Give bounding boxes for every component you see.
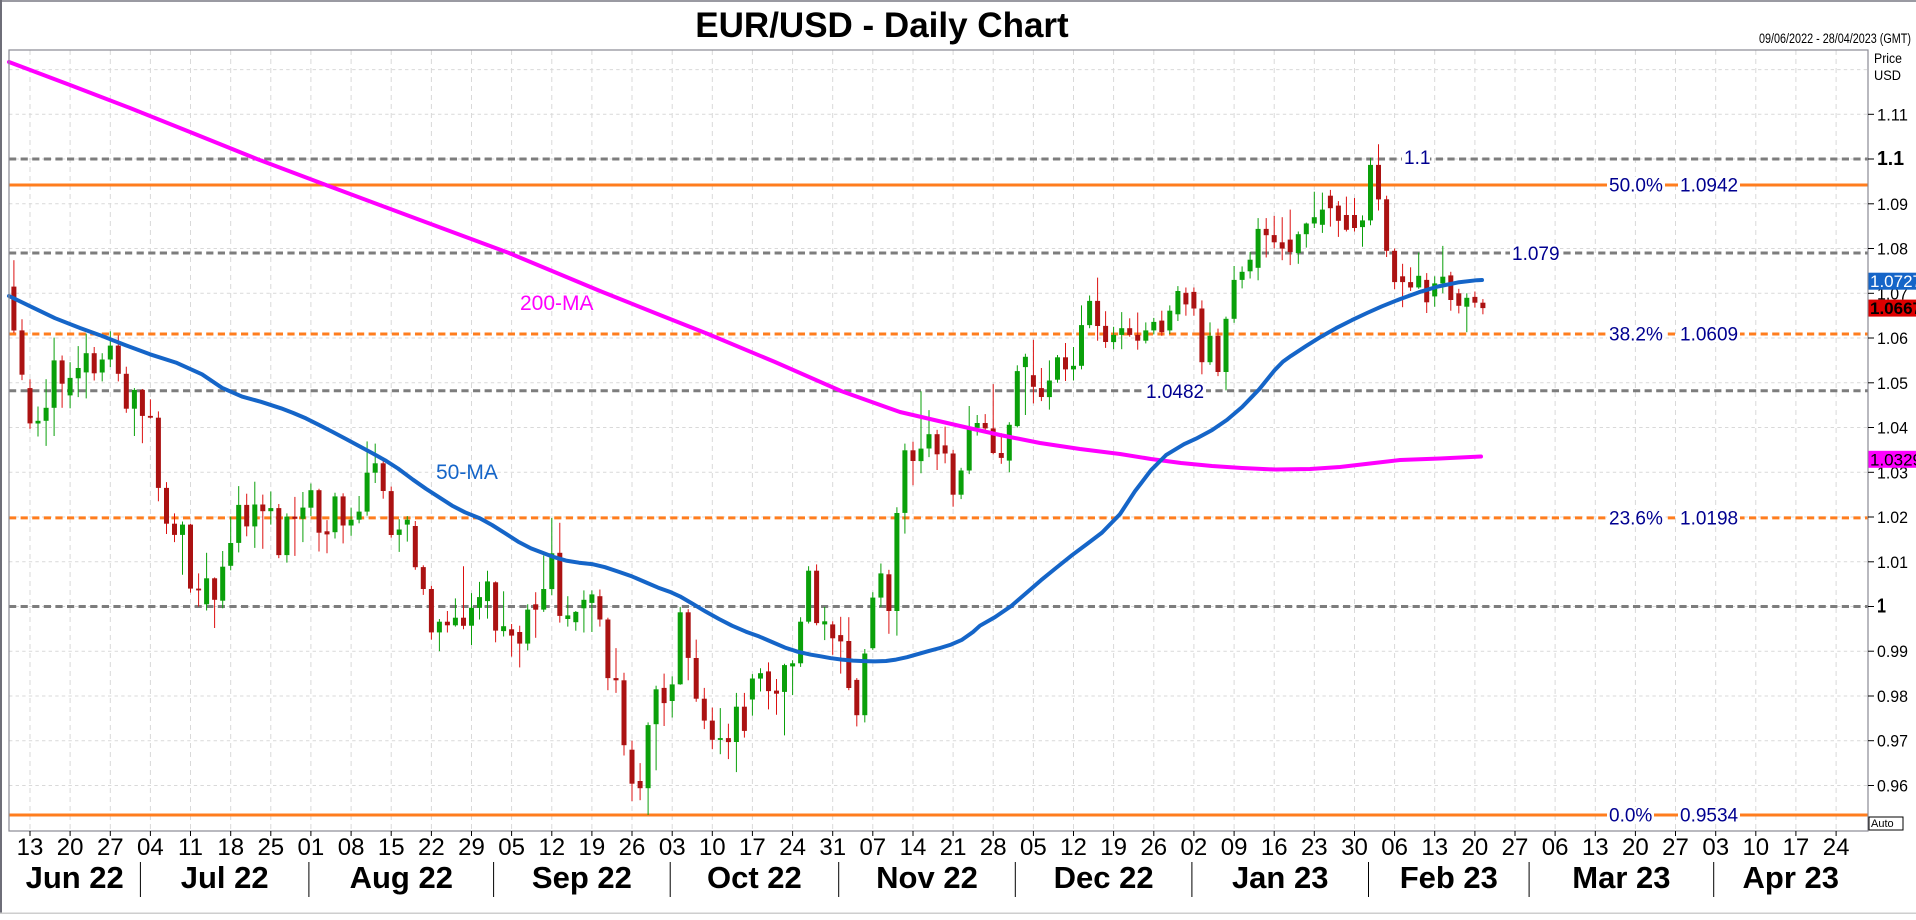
svg-text:23: 23 xyxy=(1301,834,1328,861)
svg-text:1.01: 1.01 xyxy=(1877,553,1908,572)
svg-text:05: 05 xyxy=(1020,834,1047,861)
svg-text:Price: Price xyxy=(1874,50,1902,66)
svg-text:09: 09 xyxy=(1221,834,1248,861)
svg-text:Dec 22: Dec 22 xyxy=(1054,860,1154,895)
svg-text:0.0%: 0.0% xyxy=(1609,806,1652,827)
svg-text:0.96: 0.96 xyxy=(1877,777,1908,796)
svg-text:07: 07 xyxy=(859,834,886,861)
svg-text:1.0329: 1.0329 xyxy=(1870,450,1916,469)
svg-text:27: 27 xyxy=(1662,834,1689,861)
svg-text:26: 26 xyxy=(1140,834,1167,861)
svg-text:1.0942: 1.0942 xyxy=(1680,176,1738,197)
svg-text:Feb 23: Feb 23 xyxy=(1400,860,1498,895)
svg-text:05: 05 xyxy=(498,834,525,861)
svg-text:19: 19 xyxy=(579,834,606,861)
svg-text:10: 10 xyxy=(1742,834,1769,861)
svg-text:20: 20 xyxy=(1622,834,1649,861)
svg-text:50.0%: 50.0% xyxy=(1609,176,1663,197)
svg-text:1.0667: 1.0667 xyxy=(1870,299,1916,318)
svg-text:16: 16 xyxy=(1261,834,1288,861)
svg-text:17: 17 xyxy=(1783,834,1810,861)
svg-text:1.0727: 1.0727 xyxy=(1870,272,1916,291)
svg-text:11: 11 xyxy=(178,834,203,861)
svg-text:0.9534: 0.9534 xyxy=(1680,806,1739,827)
svg-text:13: 13 xyxy=(1421,834,1448,861)
svg-text:09/06/2022 - 28/04/2023 (GMT): 09/06/2022 - 28/04/2023 (GMT) xyxy=(1759,31,1911,46)
svg-text:Nov 22: Nov 22 xyxy=(876,860,978,895)
svg-text:Aug 22: Aug 22 xyxy=(350,860,453,895)
svg-text:25: 25 xyxy=(257,834,284,861)
svg-text:200-MA: 200-MA xyxy=(520,292,594,315)
svg-text:12: 12 xyxy=(538,834,565,861)
svg-text:06: 06 xyxy=(1381,834,1408,861)
svg-text:38.2%: 38.2% xyxy=(1609,325,1663,346)
svg-text:14: 14 xyxy=(900,834,927,861)
svg-text:15: 15 xyxy=(378,834,405,861)
svg-text:08: 08 xyxy=(338,834,365,861)
svg-text:1.04: 1.04 xyxy=(1877,419,1908,438)
svg-text:29: 29 xyxy=(458,834,485,861)
svg-text:13: 13 xyxy=(1582,834,1609,861)
svg-text:1.1: 1.1 xyxy=(1404,148,1430,169)
svg-text:20: 20 xyxy=(1462,834,1489,861)
svg-text:1.0482: 1.0482 xyxy=(1146,382,1204,403)
svg-text:Mar 23: Mar 23 xyxy=(1572,860,1670,895)
svg-text:EUR/USD - Daily Chart: EUR/USD - Daily Chart xyxy=(695,6,1069,45)
svg-text:USD: USD xyxy=(1874,67,1901,83)
svg-text:23.6%: 23.6% xyxy=(1609,508,1663,529)
svg-text:03: 03 xyxy=(659,834,686,861)
svg-text:1.09: 1.09 xyxy=(1877,195,1908,214)
svg-text:1.06: 1.06 xyxy=(1877,329,1908,348)
svg-text:1.079: 1.079 xyxy=(1512,244,1560,265)
svg-text:24: 24 xyxy=(779,834,806,861)
svg-text:21: 21 xyxy=(940,834,967,861)
svg-text:Jun 22: Jun 22 xyxy=(26,860,124,895)
svg-text:Jul 22: Jul 22 xyxy=(181,860,269,895)
svg-text:Sep 22: Sep 22 xyxy=(532,860,632,895)
svg-text:12: 12 xyxy=(1060,834,1087,861)
svg-text:06: 06 xyxy=(1542,834,1569,861)
svg-text:1.02: 1.02 xyxy=(1877,508,1908,527)
svg-text:19: 19 xyxy=(1100,834,1127,861)
svg-text:1.1: 1.1 xyxy=(1877,148,1904,170)
svg-text:18: 18 xyxy=(217,834,244,861)
svg-text:01: 01 xyxy=(298,834,325,861)
svg-text:1.0609: 1.0609 xyxy=(1680,325,1738,346)
svg-text:0.97: 0.97 xyxy=(1877,732,1908,751)
svg-text:50-MA: 50-MA xyxy=(436,461,498,484)
svg-text:1.08: 1.08 xyxy=(1877,240,1908,259)
svg-text:02: 02 xyxy=(1181,834,1208,861)
svg-text:Jan 23: Jan 23 xyxy=(1232,860,1329,895)
svg-text:20: 20 xyxy=(57,834,84,861)
svg-text:Auto: Auto xyxy=(1871,818,1894,830)
svg-text:1.05: 1.05 xyxy=(1877,374,1908,393)
svg-text:Apr 23: Apr 23 xyxy=(1743,860,1839,895)
svg-text:24: 24 xyxy=(1823,834,1850,861)
svg-text:30: 30 xyxy=(1341,834,1368,861)
svg-text:03: 03 xyxy=(1702,834,1729,861)
svg-text:1: 1 xyxy=(1877,596,1886,618)
svg-text:22: 22 xyxy=(418,834,445,861)
svg-text:0.98: 0.98 xyxy=(1877,687,1908,706)
svg-text:27: 27 xyxy=(1502,834,1529,861)
svg-text:1.11: 1.11 xyxy=(1877,105,1908,124)
svg-text:1.0198: 1.0198 xyxy=(1680,508,1738,529)
svg-text:13: 13 xyxy=(17,834,44,861)
svg-text:10: 10 xyxy=(699,834,726,861)
svg-text:Oct 22: Oct 22 xyxy=(707,860,802,895)
svg-text:0.99: 0.99 xyxy=(1877,642,1908,661)
svg-text:04: 04 xyxy=(137,834,164,861)
svg-text:31: 31 xyxy=(819,834,846,861)
svg-text:27: 27 xyxy=(97,834,124,861)
svg-text:28: 28 xyxy=(980,834,1007,861)
svg-text:17: 17 xyxy=(739,834,766,861)
svg-text:26: 26 xyxy=(619,834,646,861)
